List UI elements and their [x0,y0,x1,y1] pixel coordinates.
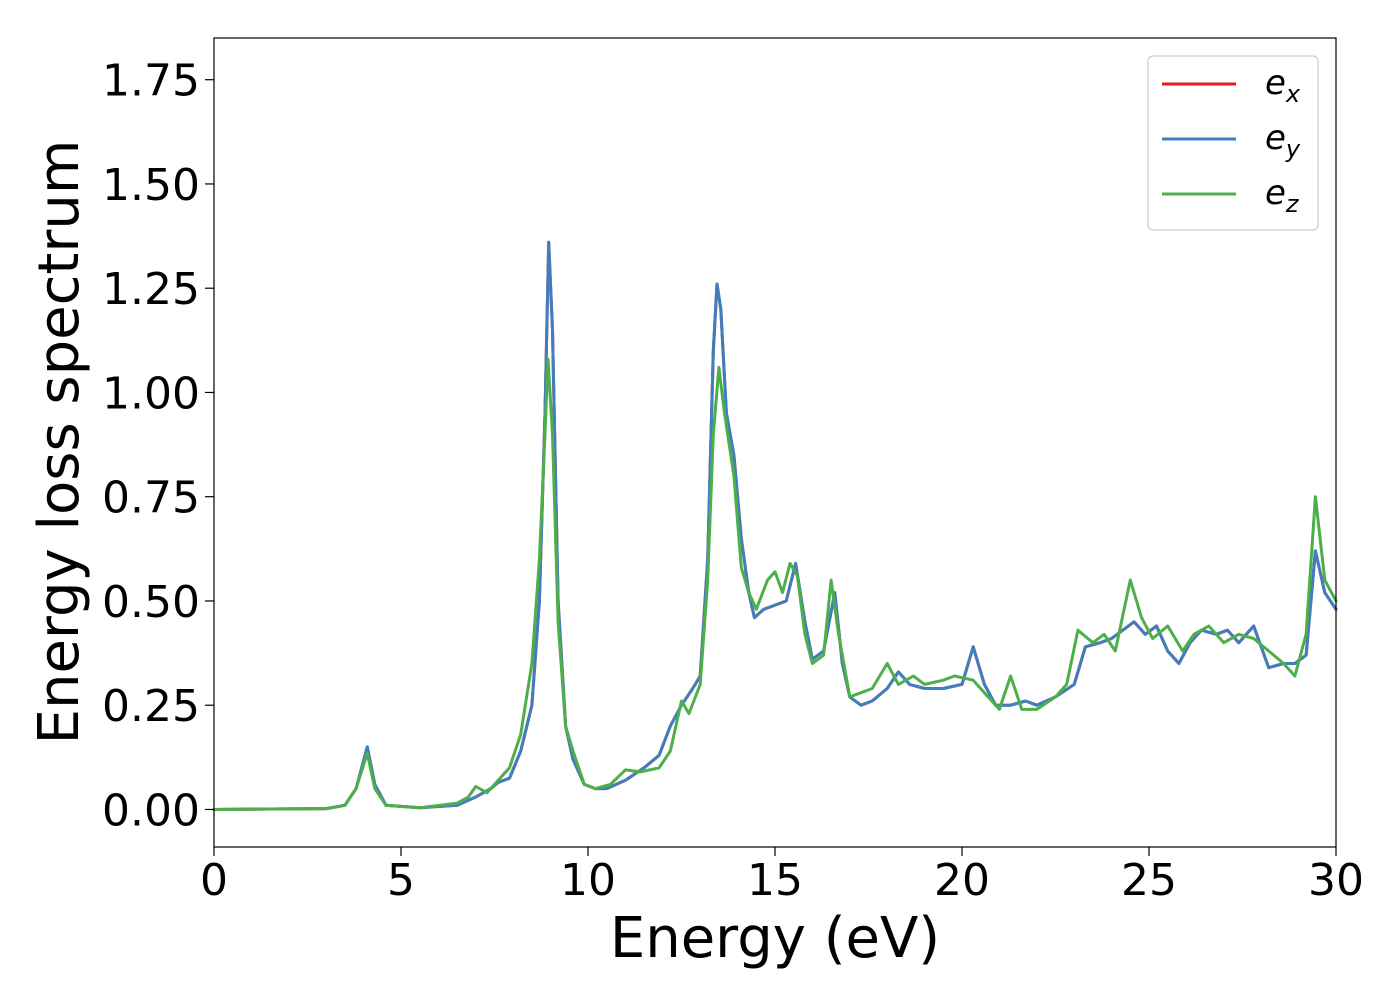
y-tick-label: 0.00 [102,785,200,836]
y-axis-title: Energy loss spectrum [27,140,92,745]
x-axis-title: Energy (eV) [610,906,940,971]
x-tick-label: 30 [1308,855,1364,906]
series-layer [212,240,1338,811]
legend-box [1147,55,1319,231]
legend-label-subscript: y [1285,135,1301,163]
x-axis: 0 5 10 15 20 25 30 [200,847,1364,906]
x-tick-label: 20 [934,855,990,906]
x-tick-label: 25 [1121,855,1177,906]
x-tick-label: 0 [200,855,228,906]
y-axis: 0.00 0.25 0.50 0.75 1.00 1.25 1.50 1.75 [102,56,214,836]
y-tick-label: 1.50 [102,160,200,211]
legend-label-x: ex [1265,63,1301,108]
y-tick-label: 1.75 [102,56,200,107]
y-tick-label: 1.00 [102,368,200,419]
y-tick-label: 1.25 [102,264,200,315]
legend-label-z: ez [1265,173,1300,218]
series-line-z [212,357,1338,811]
legend-label-base: e [1265,63,1286,103]
legend-label-base: e [1265,173,1286,213]
legend-label-subscript: x [1285,80,1301,108]
legend-label-subscript: z [1285,190,1300,218]
y-tick-label: 0.25 [102,681,200,732]
x-tick-label: 5 [387,855,415,906]
y-tick-label: 0.50 [102,577,200,628]
series-line-y [212,240,1338,811]
legend-label-y: ey [1265,118,1301,163]
legend-label-base: e [1265,118,1286,158]
y-tick-label: 0.75 [102,473,200,524]
x-tick-label: 15 [747,855,803,906]
x-tick-label: 10 [560,855,616,906]
